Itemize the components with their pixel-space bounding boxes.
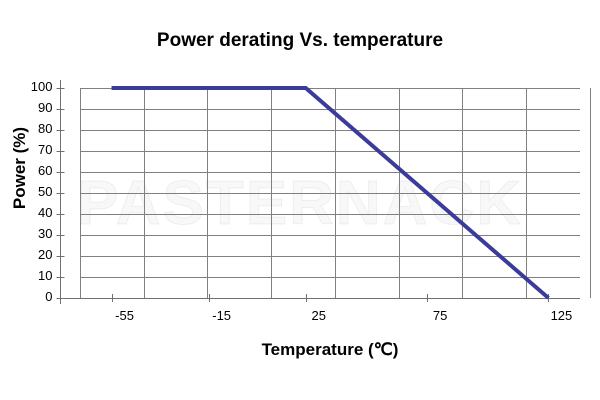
y-tick-label: 20 <box>38 247 53 262</box>
y-tick-label: 80 <box>38 121 53 136</box>
horizontal-gridlines <box>80 88 580 299</box>
y-tick-label: 50 <box>38 184 53 199</box>
axis-tickmarks <box>56 87 550 302</box>
chart-title: Power derating Vs. temperature <box>156 30 444 51</box>
y-tick-label: 10 <box>38 268 53 283</box>
x-tick-label: 125 <box>550 308 573 323</box>
x-axis-title: Temperature (℃) <box>261 340 399 359</box>
y-axis-title: Power (%) <box>10 126 29 210</box>
x-tick-label: 25 <box>311 308 326 323</box>
y-tick-label: 70 <box>38 142 53 157</box>
axis-lines <box>56 80 580 304</box>
y-tick-label: 40 <box>38 205 53 220</box>
y-tick-label: 60 <box>38 163 53 178</box>
y-tick-label: 30 <box>38 226 53 241</box>
x-tick-label: -55 <box>115 308 134 323</box>
x-tick-label: -15 <box>212 308 232 323</box>
x-tick-label: 75 <box>432 308 448 323</box>
series-line <box>111 86 550 300</box>
y-tick-label: 100 <box>30 79 53 94</box>
data-series <box>111 86 550 300</box>
y-tick-label: 0 <box>45 289 53 304</box>
y-tick-label: 90 <box>38 100 53 115</box>
